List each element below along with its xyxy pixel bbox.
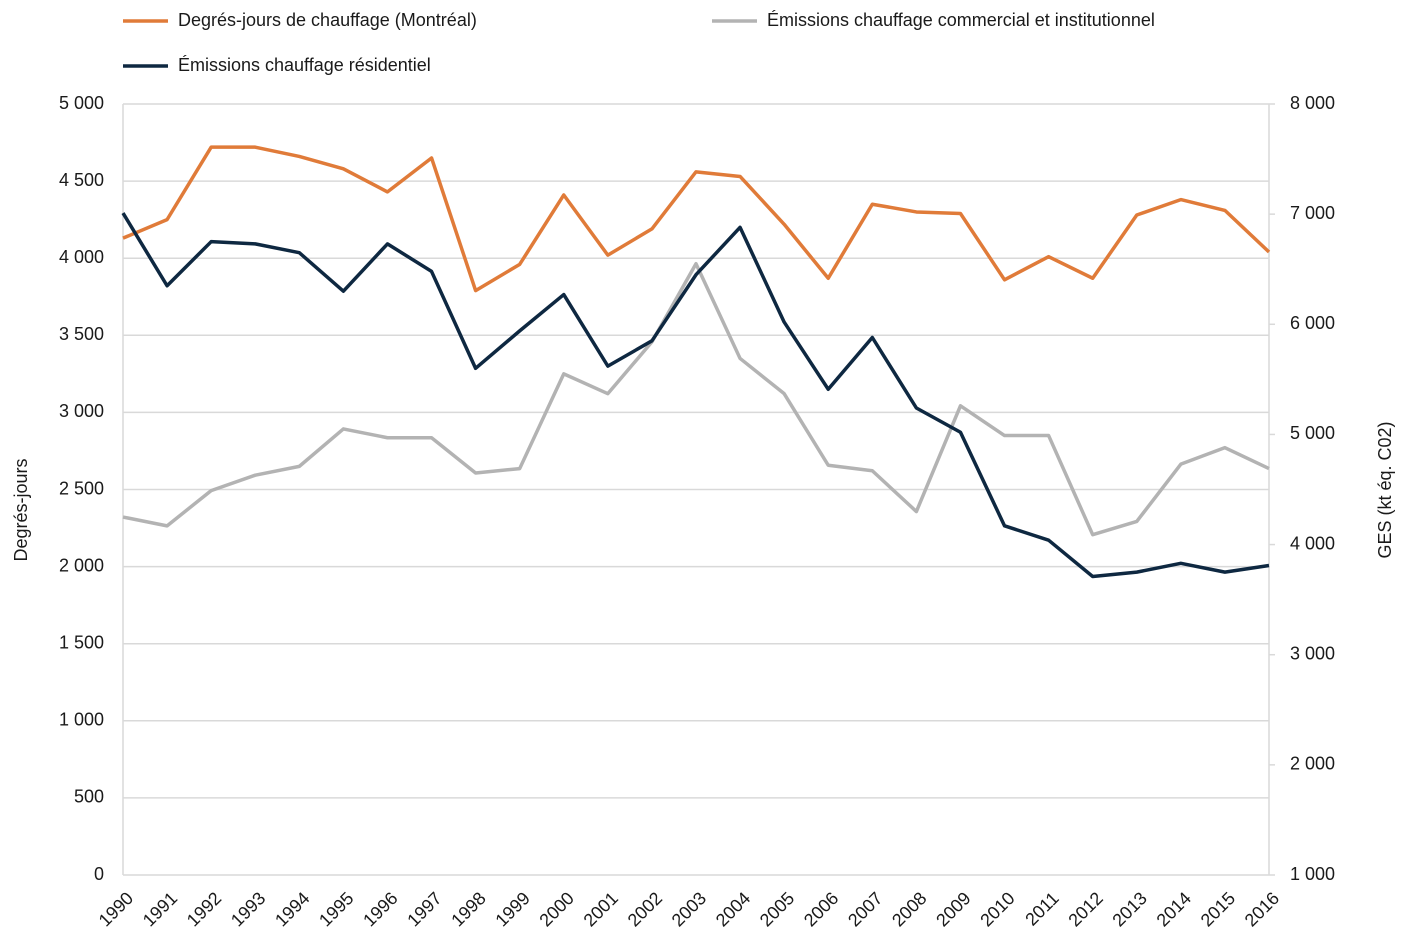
y2-tick-label: 2 000 bbox=[1290, 754, 1335, 774]
series-line bbox=[122, 145, 1271, 293]
y2-tick-label: 5 000 bbox=[1290, 423, 1335, 443]
x-tick-label: 1994 bbox=[271, 888, 313, 930]
x-tick-label: 2014 bbox=[1153, 888, 1195, 930]
x-tick-label: 2008 bbox=[888, 888, 930, 930]
y2-tick-label: 4 000 bbox=[1290, 533, 1335, 553]
x-tick-label: 2011 bbox=[1021, 888, 1063, 930]
y-tick-label: 2 000 bbox=[59, 555, 104, 575]
legend-label: Émissions chauffage résidentiel bbox=[178, 55, 431, 75]
y-tick-label: 4 500 bbox=[59, 170, 104, 190]
y2-tick-label: 3 000 bbox=[1290, 643, 1335, 663]
y-tick-label: 1 000 bbox=[59, 710, 104, 730]
x-tick-label: 2001 bbox=[580, 888, 622, 930]
y-tick-label: 3 500 bbox=[59, 324, 104, 344]
x-tick-label: 1992 bbox=[183, 888, 225, 930]
x-tick-label: 2004 bbox=[712, 888, 754, 930]
y2-tick-label: 6 000 bbox=[1290, 313, 1335, 333]
x-tick-label: 1997 bbox=[403, 888, 445, 930]
x-tick-label: 2009 bbox=[932, 888, 974, 930]
y-tick-label: 1 500 bbox=[59, 632, 104, 652]
x-tick-label: 2016 bbox=[1241, 888, 1283, 930]
y-tick-label: 5 000 bbox=[59, 93, 104, 113]
x-tick-label: 1999 bbox=[491, 888, 533, 930]
x-tick-label: 2013 bbox=[1108, 888, 1150, 930]
y2-tick-label: 7 000 bbox=[1290, 203, 1335, 223]
x-tick-label: 2015 bbox=[1197, 888, 1239, 930]
series-line bbox=[121, 212, 1270, 579]
x-tick-label: 2005 bbox=[756, 888, 798, 930]
x-tick-label: 1996 bbox=[359, 888, 401, 930]
legend-label: Émissions chauffage commercial et instit… bbox=[767, 10, 1155, 30]
y2-axis-title: GES (kt éq. C02) bbox=[1375, 421, 1395, 558]
y2-tick-label: 8 000 bbox=[1290, 93, 1335, 113]
x-tick-label: 1998 bbox=[447, 888, 489, 930]
legend-label: Degrés-jours de chauffage (Montréal) bbox=[178, 10, 477, 30]
y-tick-label: 3 000 bbox=[59, 401, 104, 421]
series-line bbox=[122, 261, 1270, 537]
y-tick-label: 500 bbox=[74, 787, 104, 807]
x-tick-label: 1995 bbox=[315, 888, 357, 930]
x-tick-label: 2003 bbox=[668, 888, 710, 930]
x-tick-label: 2002 bbox=[624, 888, 666, 930]
x-tick-label: 2006 bbox=[800, 888, 842, 930]
x-tick-label: 1991 bbox=[139, 888, 181, 930]
y2-tick-label: 1 000 bbox=[1290, 864, 1335, 884]
y-tick-label: 2 500 bbox=[59, 478, 104, 498]
x-tick-label: 2007 bbox=[844, 888, 886, 930]
x-tick-label: 1993 bbox=[227, 888, 269, 930]
y-tick-label: 0 bbox=[94, 864, 104, 884]
y-axis-title: Degrés-jours bbox=[11, 458, 31, 561]
x-tick-label: 2000 bbox=[535, 888, 577, 930]
x-tick-label: 1990 bbox=[95, 888, 137, 930]
x-tick-label: 2012 bbox=[1064, 888, 1106, 930]
x-tick-label: 2010 bbox=[976, 888, 1018, 930]
y-tick-label: 4 000 bbox=[59, 247, 104, 267]
